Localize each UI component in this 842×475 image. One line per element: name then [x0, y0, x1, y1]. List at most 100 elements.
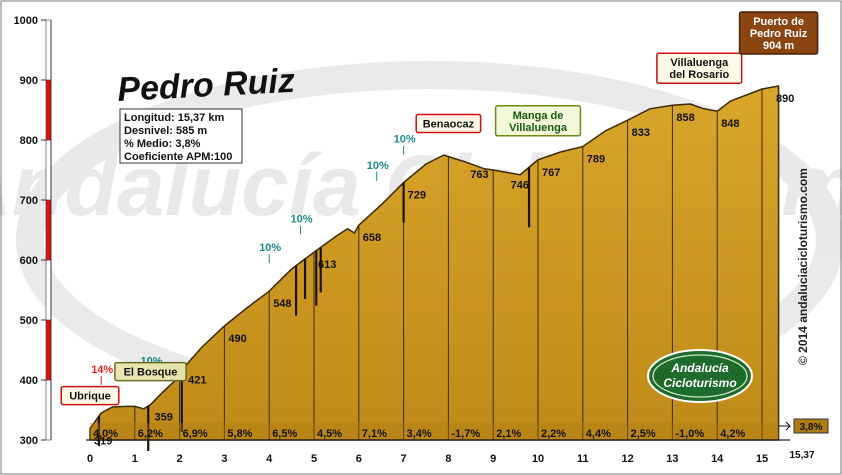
average-arrow-icon — [778, 421, 792, 431]
elevation-label: 789 — [587, 154, 605, 166]
segment-grade-label: 2,5% — [631, 428, 656, 440]
segment-grade-label: 4,5% — [317, 428, 342, 440]
place-label-text: Pedro Ruiz — [750, 28, 808, 40]
place-label-text: Villaluenga — [509, 122, 568, 134]
average-badge: 3,8% — [800, 422, 823, 433]
segment-grade-label: 6,9% — [183, 428, 208, 440]
place-label-text: Villaluenga — [670, 57, 729, 69]
x-tick-label: 15 — [756, 453, 768, 465]
elevation-label: 490 — [228, 333, 246, 345]
elevation-label: 848 — [721, 118, 739, 130]
x-tick-label: 8 — [445, 453, 451, 465]
place-label-text: Puerto de — [753, 16, 804, 28]
logo-line2: Cicloturismo — [663, 376, 736, 390]
elevation-label: 729 — [408, 190, 426, 202]
elevation-label: 421 — [188, 374, 206, 386]
y-axis-band — [45, 259, 52, 321]
y-axis-band — [45, 79, 52, 141]
y-tick-label: 600 — [20, 255, 38, 267]
segment-grade-label: 5,8% — [227, 428, 252, 440]
ramp-annotation: 14% — [91, 364, 113, 376]
segment-grade-label: 2,2% — [541, 428, 566, 440]
x-tick-label: 14 — [711, 453, 724, 465]
place-label-text: El Bosque — [124, 367, 178, 379]
ramp-annotation: 10% — [291, 213, 313, 225]
place-label-text: Manga de — [513, 110, 564, 122]
ramp-annotation: 10% — [259, 242, 281, 254]
info-average: % Medio: 3,8% — [124, 138, 201, 150]
y-tick-label: 800 — [20, 135, 38, 147]
info-climb: Desnivel: 585 m — [124, 125, 207, 137]
segment-grade-label: 2,1% — [496, 428, 521, 440]
average-badge-box — [793, 418, 829, 434]
y-tick-label: 700 — [20, 195, 38, 207]
x-end-label: 15,37 — [789, 450, 814, 461]
place-label-box — [415, 113, 482, 134]
elevation-label: 833 — [632, 127, 650, 139]
x-tick-label: 11 — [577, 453, 589, 465]
place-label-text: 904 m — [763, 40, 794, 52]
y-tick-label: 900 — [20, 75, 38, 87]
y-axis-band — [45, 199, 52, 261]
x-tick-label: 7 — [401, 453, 407, 465]
x-tick-label: 4 — [266, 453, 273, 465]
x-tick-label: 5 — [311, 453, 317, 465]
elevation-label: 890 — [776, 93, 794, 105]
place-label-text: del Rosario — [669, 69, 729, 81]
credit-text: © 2014 andaluciacicloturismo.com — [796, 168, 810, 365]
elevation-label: 763 — [470, 169, 488, 181]
elevation-label: 767 — [542, 167, 560, 179]
segment-grade-label: 7,1% — [362, 428, 387, 440]
x-tick-label: 2 — [177, 453, 183, 465]
segment-grade-label: 6,5% — [272, 428, 297, 440]
grade-strip — [90, 423, 779, 440]
elevation-label: 658 — [363, 232, 381, 244]
info-length: Longitud: 15,37 km — [124, 112, 224, 124]
elevation-label: 548 — [273, 298, 291, 310]
y-tick-label: 1000 — [14, 15, 38, 27]
x-tick-label: 9 — [490, 453, 496, 465]
x-tick-label: 0 — [87, 453, 93, 465]
segment-grade-label: 3,4% — [407, 428, 432, 440]
ramp-annotation: 10% — [367, 160, 389, 172]
place-label-box — [738, 11, 819, 55]
segment-grade-label: 6,2% — [138, 428, 163, 440]
y-axis-band — [45, 139, 52, 201]
place-label-box — [494, 105, 582, 137]
segment-grade-label: 4,2% — [720, 428, 745, 440]
profile-plot: 4,0% 6,2% 6,9% 5,8% 6,5% 4,5% 7,1% 3,4% -1,7% 2,1… — [60, 11, 829, 465]
elevation-label: 319 — [94, 436, 112, 448]
x-tick-label: 1 — [132, 453, 138, 465]
place-label-box — [656, 52, 743, 84]
segment-grade-label: -1,0% — [675, 428, 704, 440]
x-tick-label: 6 — [356, 453, 362, 465]
place-label-box — [60, 385, 120, 406]
ramp-annotation: 10% — [394, 134, 416, 146]
x-tick-label: 10 — [532, 453, 544, 465]
logo-line1: Andalucía — [670, 361, 729, 375]
y-axis-band — [45, 19, 52, 81]
elevation-label: 858 — [676, 112, 694, 124]
y-tick-label: 300 — [20, 435, 38, 447]
chart-title: Pedro Ruiz — [116, 62, 295, 109]
segment-grade-label: 4,0% — [93, 428, 118, 440]
x-tick-label: 13 — [666, 453, 678, 465]
y-tick-label: 400 — [20, 375, 38, 387]
segment-grade-label: -1,7% — [451, 428, 480, 440]
elevation-label: 613 — [318, 259, 336, 271]
info-box: Longitud: 15,37 km Desnivel: 585 m % Med… — [119, 108, 243, 164]
y-axis-band — [45, 379, 52, 441]
y-axis-band — [45, 319, 52, 381]
segment-grade-label: 4,4% — [586, 428, 611, 440]
place-label-text: Benaocaz — [423, 119, 475, 131]
y-tick-label: 500 — [20, 315, 38, 327]
place-label-box — [114, 361, 187, 382]
elevation-label: 746 — [511, 179, 529, 191]
elevation-label: 359 — [154, 412, 172, 424]
x-tick-label: 3 — [221, 453, 227, 465]
info-coefficient: Coeficiente APM:100 — [124, 151, 232, 163]
site-logo: Andalucía Cicloturismo — [647, 349, 753, 403]
x-tick-label: 12 — [621, 453, 633, 465]
